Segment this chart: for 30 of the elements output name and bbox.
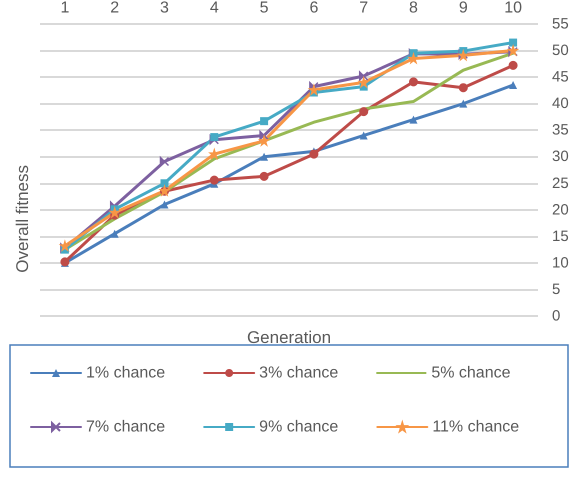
- y-tick-label: 25: [552, 174, 569, 192]
- y-tick-label: 35: [552, 122, 569, 139]
- x-tick-label: 4: [210, 0, 219, 16]
- y-tick-label: 0: [552, 308, 560, 324]
- x-tick-label: 6: [309, 0, 318, 16]
- y-tick-label: 5: [552, 280, 560, 298]
- x-tick-label: 10: [504, 0, 522, 16]
- legend-label: 5% chance: [431, 364, 511, 382]
- legend-label: 1% chance: [86, 364, 166, 382]
- y-tick-label: 20: [552, 201, 569, 218]
- legend-label: 3% chance: [259, 364, 338, 382]
- x-axis-title: Generation: [246, 328, 332, 347]
- y-tick-label: 15: [552, 228, 569, 245]
- x-tick-label: 8: [409, 0, 418, 16]
- y-tick-label: 50: [552, 42, 569, 60]
- y-tick-label: 10: [552, 254, 569, 272]
- legend-label: 11% chance: [432, 418, 520, 436]
- legend-label: 9% chance: [259, 418, 338, 436]
- x-tick-label: 2: [110, 0, 120, 16]
- x-tick-label: 9: [458, 0, 468, 16]
- x-tick-label: 5: [260, 0, 269, 16]
- y-axis-title: Overall fitness: [13, 165, 32, 273]
- x-tick-label: 7: [359, 0, 368, 16]
- legend-label: 7% chance: [86, 418, 166, 436]
- y-tick-label: 30: [552, 148, 569, 166]
- y-tick-label: 55: [552, 16, 569, 32]
- y-tick-label: 40: [552, 95, 569, 112]
- y-tick-label: 45: [552, 68, 569, 86]
- x-tick-label: 1: [60, 0, 70, 16]
- x-tick-label: 3: [160, 0, 170, 16]
